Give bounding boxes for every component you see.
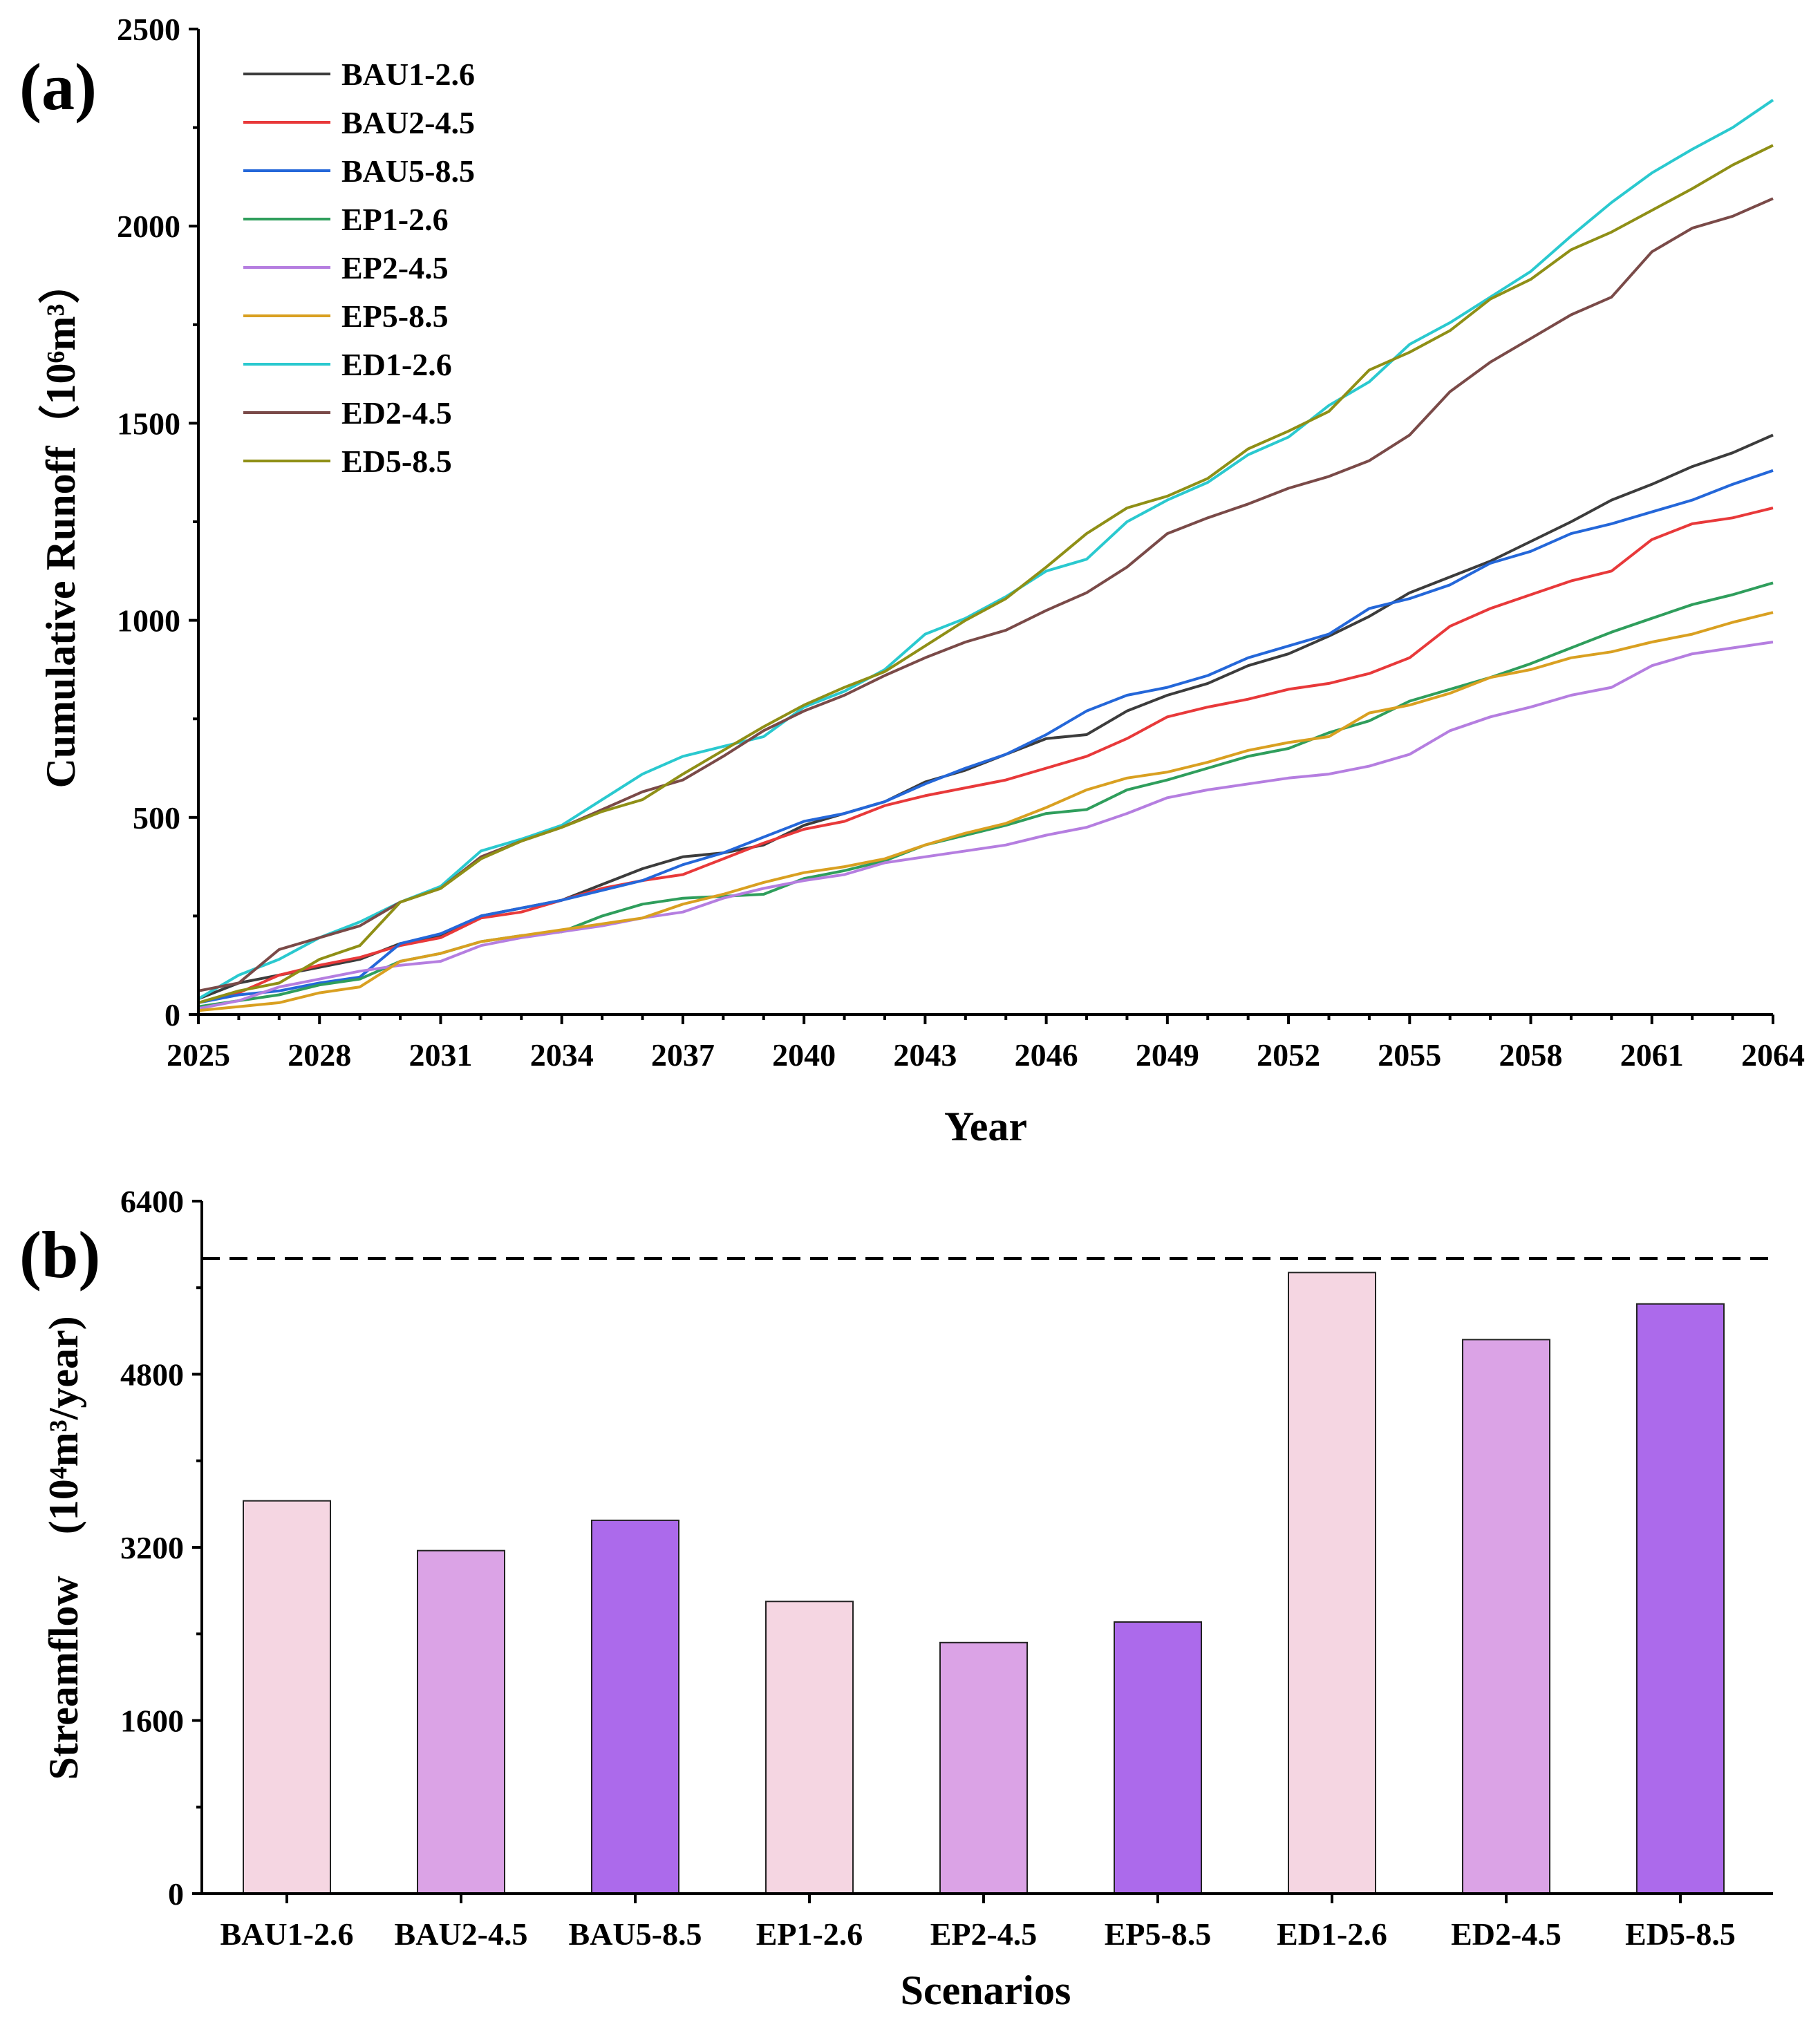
legend-label: ED5-8.5 (341, 444, 452, 479)
y-tick-label: 4800 (120, 1357, 184, 1393)
bar-EP2-4.5 (939, 1641, 1028, 1894)
x-tick-label: ED1-2.6 (1277, 1916, 1387, 1952)
legend-label: BAU1-2.6 (341, 57, 475, 92)
series-line-EP2-4.5 (198, 641, 1774, 1010)
panel-b-label: (b) (19, 1218, 100, 1292)
panel-a-x-title: Year (944, 1104, 1027, 1149)
x-tick-label: EP5-8.5 (1105, 1916, 1212, 1952)
series-line-ED5-8.5 (198, 144, 1774, 1004)
x-tick-label: BAU2-4.5 (395, 1916, 528, 1952)
y-tick-label: 0 (168, 1876, 184, 1912)
series-line-BAU1-2.6 (198, 433, 1774, 1001)
series-line-ED1-2.6 (197, 99, 1774, 1000)
panel-b-x-title: Scenarios (901, 1968, 1071, 2013)
y-tick-label: 500 (133, 800, 180, 836)
series-line-EP5-8.5 (198, 611, 1774, 1012)
bar-BAU1-2.6 (243, 1500, 331, 1895)
y-tick-label: 0 (165, 997, 180, 1032)
x-tick-label: 2031 (409, 1037, 472, 1073)
bar-ED2-4.5 (1462, 1339, 1550, 1894)
legend-label: ED1-2.6 (341, 347, 452, 382)
x-tick-label: 2061 (1620, 1037, 1684, 1073)
bar-BAU5-8.5 (591, 1519, 679, 1894)
y-tick-label: 1600 (120, 1704, 184, 1739)
y-tick-label: 2500 (117, 12, 180, 47)
x-tick-label: 2034 (530, 1037, 594, 1073)
panel-a-series-lines (197, 99, 1774, 1012)
x-tick-label: 2043 (893, 1037, 957, 1073)
legend-label: EP1-2.6 (341, 202, 449, 237)
panel-a-legend: BAU1-2.6 BAU2-4.5 BAU5-8.5 EP1-2.6 EP2-4.5 EP… (243, 57, 475, 479)
bar-EP5-8.5 (1114, 1621, 1202, 1894)
bar-EP1-2.6 (765, 1601, 854, 1894)
panel-a-line-chart: (a) 2025 2028 2031 2034 2037 2040 2043 2046 2049… (19, 12, 1805, 1149)
legend-label: BAU2-4.5 (341, 105, 475, 140)
panel-a-label: (a) (19, 50, 97, 124)
series-line-EP1-2.6 (198, 581, 1774, 1008)
x-tick-label: ED2-4.5 (1451, 1916, 1561, 1952)
x-tick-label: 2046 (1015, 1037, 1078, 1073)
series-line-BAU5-8.5 (198, 469, 1774, 1004)
legend-label: EP5-8.5 (341, 299, 449, 334)
y-tick-label: 1500 (117, 406, 180, 441)
panel-a-y-title: Cumulative Runoff（10⁶m³） (37, 263, 84, 789)
x-tick-label: 2037 (651, 1037, 715, 1073)
x-tick-label: BAU5-8.5 (569, 1916, 702, 1952)
x-tick-label: 2055 (1378, 1037, 1441, 1073)
x-tick-label: BAU1-2.6 (221, 1916, 354, 1952)
panel-b-y-title: Streamflow (10⁴m³/year) (41, 1316, 86, 1780)
x-tick-label: 2058 (1499, 1037, 1563, 1073)
x-tick-label: 2049 (1136, 1037, 1199, 1073)
x-tick-label: EP1-2.6 (756, 1916, 863, 1952)
x-tick-label: 2028 (288, 1037, 351, 1073)
panel-b-bar-chart: (b) 0 1600 3200 4800 6400 BAU1-2.6 BAU2-4.5 BAU… (19, 1184, 1773, 2013)
y-tick-label: 6400 (120, 1184, 184, 1219)
x-tick-label: ED5-8.5 (1625, 1916, 1736, 1952)
series-line-BAU2-4.5 (198, 507, 1774, 1004)
legend-label: BAU5-8.5 (341, 153, 475, 189)
x-tick-label: 2040 (772, 1037, 836, 1073)
panel-b-ticks: 0 1600 3200 4800 6400 BAU1-2.6 BAU2-4.5 BAU5-8.… (120, 1184, 1736, 1952)
y-tick-label: 2000 (117, 209, 180, 244)
bar-ED5-8.5 (1636, 1303, 1725, 1894)
y-tick-label: 1000 (117, 603, 180, 639)
x-tick-label: 2052 (1257, 1037, 1320, 1073)
y-tick-label: 3200 (120, 1530, 184, 1565)
x-tick-label: 2025 (167, 1037, 230, 1073)
panel-a-ticks: 2025 2028 2031 2034 2037 2040 2043 2046 2049 2052… (117, 12, 1805, 1073)
x-tick-label: 2064 (1741, 1037, 1805, 1073)
legend-label: EP2-4.5 (341, 250, 449, 285)
panel-b-axes (200, 1201, 1773, 1895)
bar-ED1-2.6 (1288, 1272, 1376, 1895)
x-tick-label: EP2-4.5 (930, 1916, 1038, 1952)
panel-a-axes (197, 29, 1773, 1016)
panel-b-bars (243, 1272, 1725, 1895)
bar-BAU2-4.5 (417, 1549, 505, 1894)
legend-label: ED2-4.5 (341, 395, 452, 431)
